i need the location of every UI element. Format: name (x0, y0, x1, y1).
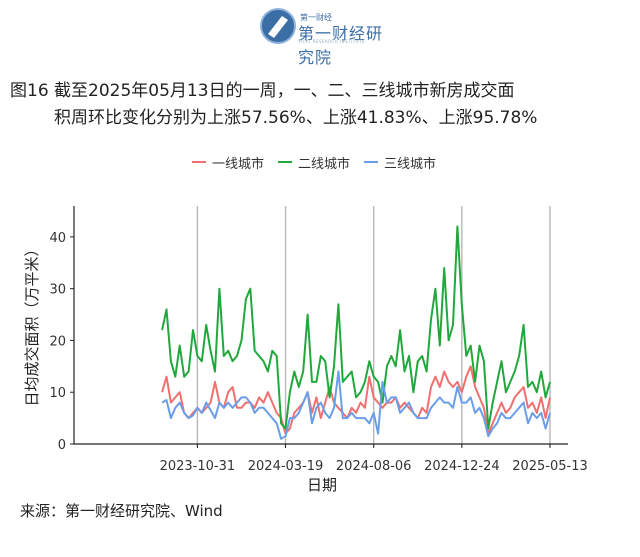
chart-title: 图16 截至2025年05月13日的一周，一、二、三线城市新房成交面 积周环比变… (10, 78, 630, 132)
logo-tagline: YICAI RESEARCH INSTITUTE (298, 39, 366, 44)
y-tick-label-4: 40 (49, 231, 66, 246)
x-tick-label-4: 2025-05-13 (512, 459, 588, 474)
series-line-3 (161, 370, 551, 440)
series-line-2 (161, 225, 551, 430)
y-tick-label-2: 20 (49, 334, 66, 349)
logo-emblem-icon (260, 8, 296, 44)
x-tick-label-2: 2024-08-06 (336, 459, 412, 474)
y-tick-label-0: 0 (58, 438, 66, 453)
x-tick-label-3: 2024-12-24 (424, 459, 500, 474)
legend-item-tier2: 二线城市 (278, 153, 350, 172)
chart-grid (196, 206, 551, 446)
series-line-1 (161, 365, 551, 435)
chart-series (161, 225, 551, 440)
legend-swatch-tier2 (278, 161, 293, 163)
source-note: 来源：第一财经研究院、Wind (20, 502, 223, 520)
legend-label-tier1: 一线城市 (212, 156, 265, 172)
logo-brand-name: 第一财经研究院 (298, 24, 384, 67)
legend-swatch-tier1 (192, 161, 206, 163)
legend-item-tier3: 三线城市 (364, 153, 436, 172)
x-tick-label-1: 2024-03-19 (248, 459, 324, 474)
brand-logo: 第一财经 第一财经研究院 YICAI RESEARCH INSTITUTE (258, 6, 388, 67)
y-axis-title: 日均成交面积（万平米） (23, 241, 41, 406)
x-axis-title: 日期 (307, 476, 337, 494)
x-tick-label-0: 2023-10-31 (160, 459, 236, 474)
chart-title-line-2: 积周环比变化分别为上涨57.56%、上涨41.83%、上涨95.78% (54, 108, 538, 128)
legend-label-tier2: 二线城市 (298, 156, 351, 172)
logo-brand-small: 第一财经 (300, 13, 332, 22)
chart-title-line-1: 图16 截至2025年05月13日的一周，一、二、三线城市新房成交面 (10, 81, 515, 101)
legend-item-tier1: 一线城市 (192, 153, 264, 172)
y-tick-label-1: 10 (49, 386, 66, 401)
chart-legend: 一线城市 二线城市 三线城市 (192, 152, 436, 172)
legend-swatch-tier3 (364, 161, 379, 163)
legend-label-tier3: 三线城市 (384, 156, 437, 172)
y-tick-label-3: 30 (49, 283, 66, 298)
chart-axes: 0 10 20 30 40 2023-10-31 2024-03-19 2024-08-06 2… (23, 206, 588, 494)
